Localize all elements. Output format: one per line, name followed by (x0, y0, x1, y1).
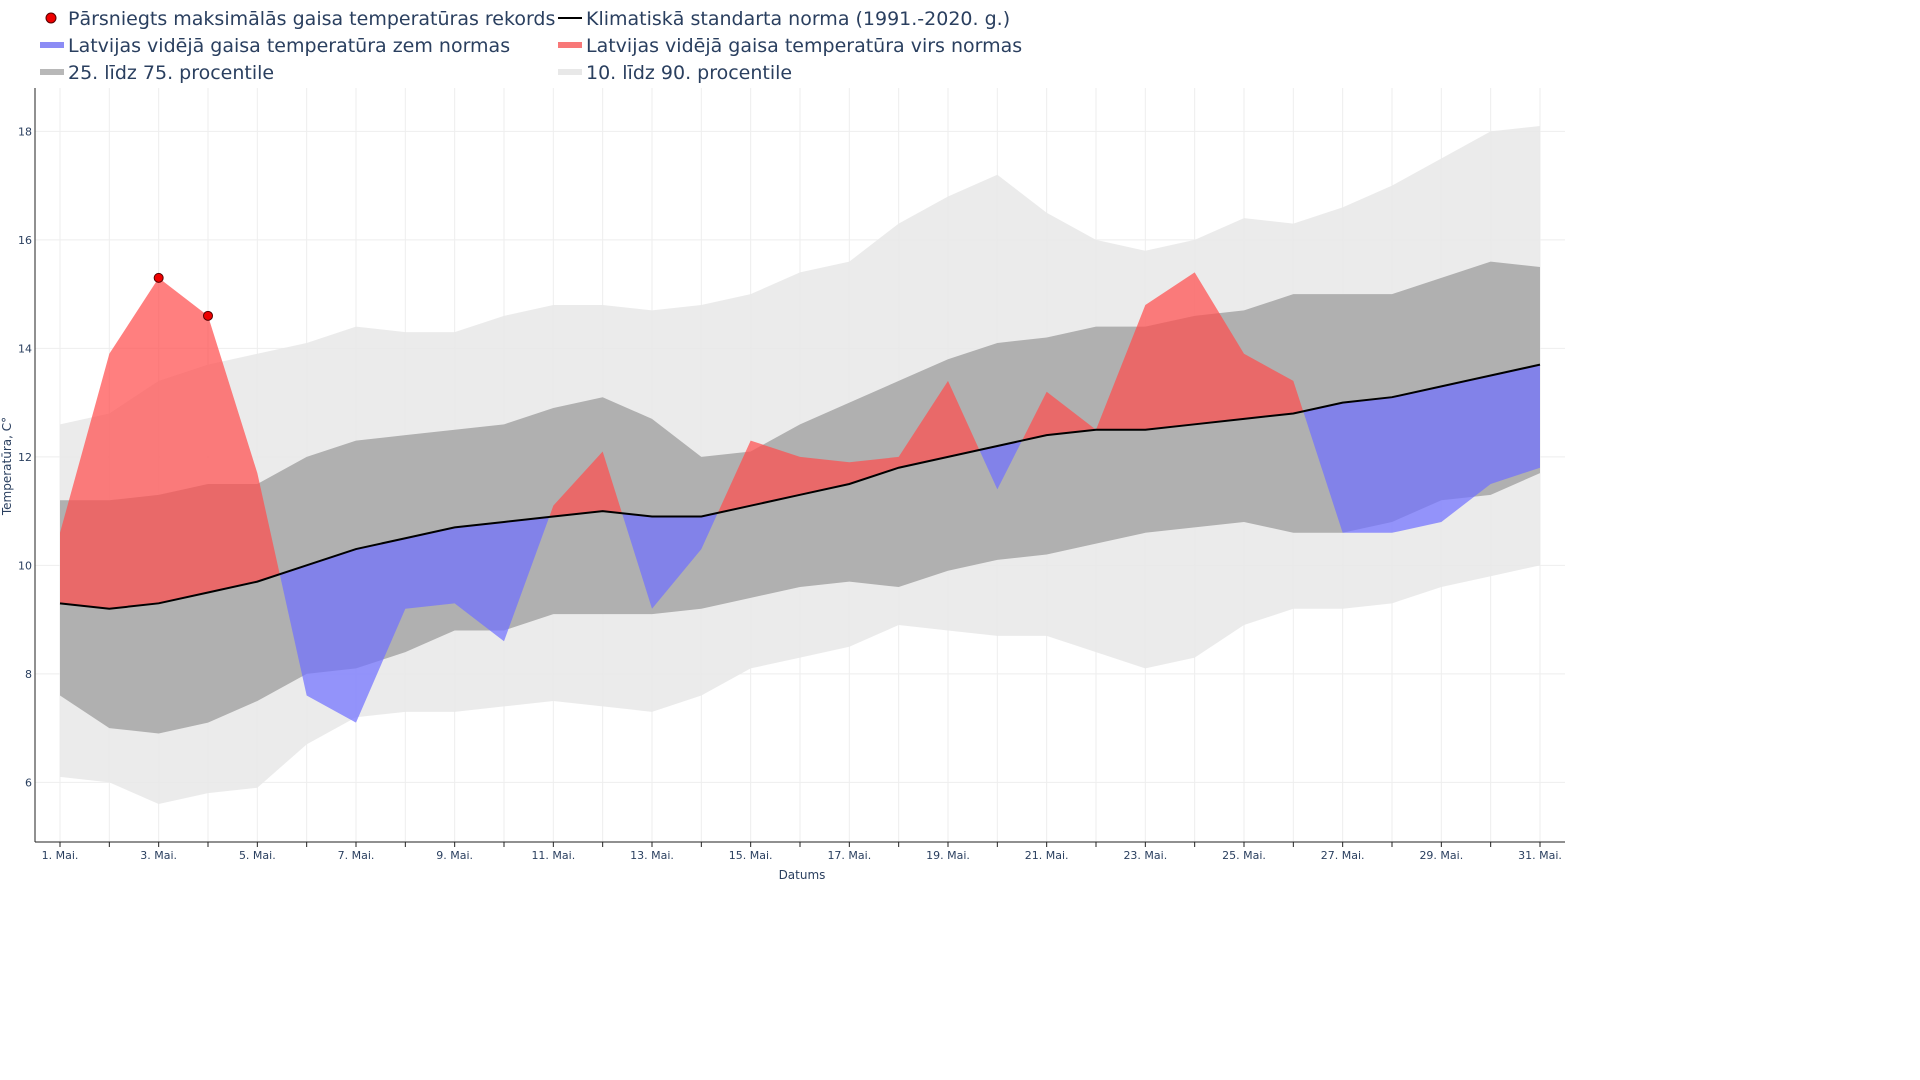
y-tick-label: 16 (18, 234, 32, 247)
x-tick-label: 25. Mai. (1222, 849, 1266, 862)
x-tick-label: 3. Mai. (140, 849, 177, 862)
legend-label: Pārsniegts maksimālās gaisa temperatūras… (68, 8, 555, 30)
below-norm-area (279, 516, 550, 723)
legend-swatch-icon (40, 42, 64, 48)
y-tick-label: 6 (25, 776, 32, 789)
above-norm-area (1022, 272, 1304, 441)
legend-item: Latvijas vidējā gaisa temperatūra virs n… (558, 35, 1022, 57)
above-norm-area (60, 277, 280, 609)
legend-label: Latvijas vidējā gaisa temperatūra virs n… (586, 35, 1022, 57)
legend-item: 25. līdz 75. procentile (40, 62, 274, 84)
legend-swatch-icon (558, 42, 582, 48)
norm-line-group (59, 363, 1541, 610)
x-tick-label: 31. Mai. (1518, 849, 1562, 862)
legend-swatch-icon (558, 69, 582, 75)
above-norm-area (549, 451, 623, 517)
x-tick-label: 9. Mai. (436, 849, 473, 862)
norm-line (59, 363, 1541, 610)
record-marker (153, 272, 164, 283)
x-tick-label: 7. Mai. (338, 849, 375, 862)
axes: 6 8 10 12 14 16 18 1. Mai. 3. Mai. 5. Mai. 7. Mai.… (18, 88, 1565, 862)
x-tick-label: 21. Mai. (1025, 849, 1069, 862)
y-tick-label: 10 (18, 559, 32, 572)
legend-label: 25. līdz 75. procentile (68, 62, 274, 84)
x-axis-title: Datums (779, 868, 826, 881)
x-tick-label: 15. Mai. (729, 849, 773, 862)
y-axis-title: Temperatūra, C° (0, 417, 14, 516)
x-tick-label: 1. Mai. (42, 849, 79, 862)
x-tick-label: 27. Mai. (1321, 849, 1365, 862)
legend-label: Latvijas vidējā gaisa temperatūra zem no… (68, 35, 510, 57)
x-tick-label: 19. Mai. (926, 849, 970, 862)
legend: Pārsniegts maksimālās gaisa temperatūras… (40, 8, 1022, 84)
anomaly-areas (60, 272, 1540, 723)
below-norm-area (622, 512, 718, 609)
legend-swatch-icon (40, 69, 64, 75)
below-norm-area (1303, 364, 1540, 533)
x-tick-label: 23. Mai. (1123, 849, 1167, 862)
legend-item: Pārsniegts maksimālās gaisa temperatūras… (45, 8, 555, 30)
legend-label: 10. līdz 90. procentile (586, 62, 792, 84)
x-tick-label: 17. Mai. (827, 849, 871, 862)
above-norm-area (717, 380, 980, 513)
y-tick-label: 18 (18, 125, 32, 138)
temperature-chart: Pārsniegts maksimālās gaisa temperatūras… (0, 8, 1565, 881)
x-tick-label: 29. Mai. (1419, 849, 1463, 862)
record-markers (153, 272, 213, 321)
legend-item: Klimatiskā standarta norma (1991.-2020. … (558, 8, 1010, 30)
record-marker (203, 310, 213, 321)
x-tick-label: 13. Mai. (630, 849, 674, 862)
below-norm-area (979, 440, 1022, 490)
legend-label: Klimatiskā standarta norma (1991.-2020. … (586, 8, 1010, 30)
y-tick-label: 8 (25, 668, 32, 681)
y-tick-label: 14 (18, 342, 32, 355)
legend-dot-icon (45, 12, 57, 24)
y-tick-label: 12 (18, 451, 32, 464)
x-tick-label: 5. Mai. (239, 849, 276, 862)
legend-item: 10. līdz 90. procentile (558, 62, 792, 84)
x-tick-label: 11. Mai. (531, 849, 575, 862)
legend-item: Latvijas vidējā gaisa temperatūra zem no… (40, 35, 510, 57)
